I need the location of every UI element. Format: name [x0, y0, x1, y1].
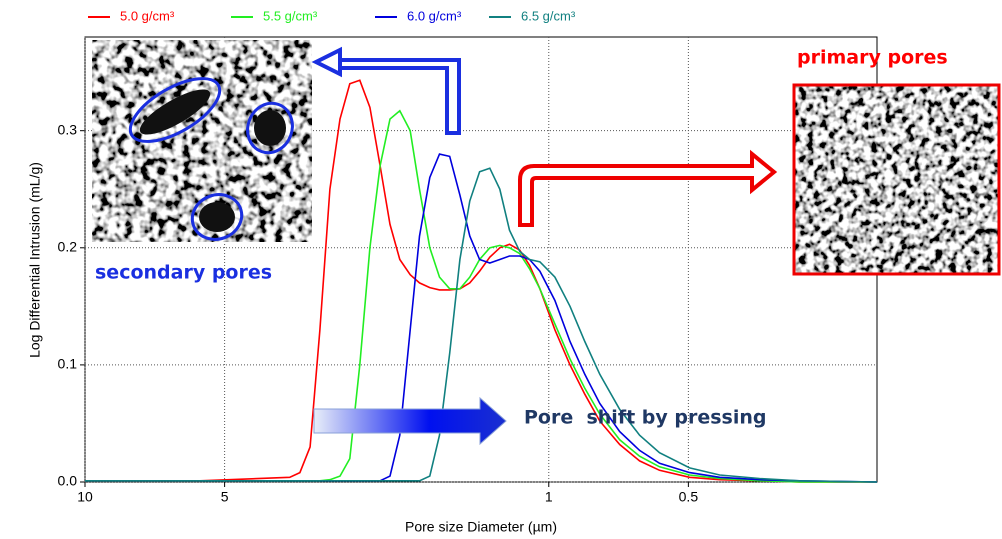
pore-circle	[128, 77, 222, 143]
x-axis-label: Pore size Diameter (µm)	[405, 519, 557, 535]
y-tick-label: 0.0	[58, 473, 78, 489]
legend-label: 5.0 g/cm³	[120, 8, 175, 23]
y-tick-label: 0.3	[58, 121, 78, 137]
shift-arrow	[313, 396, 507, 446]
y-tick-label: 0.2	[58, 238, 78, 254]
arrow-right	[518, 149, 778, 227]
pore-circle	[190, 193, 244, 241]
annotation: Pore shift by pressing	[524, 407, 767, 429]
x-tick-label: 10	[77, 489, 93, 505]
y-tick-label: 0.1	[58, 356, 78, 372]
series-line	[85, 79, 877, 483]
x-tick-label: 1	[545, 489, 553, 505]
pore-circle	[246, 101, 294, 155]
primary-pore-image	[792, 83, 1001, 276]
image-border	[792, 83, 1001, 276]
series-line	[85, 109, 877, 483]
annotation: primary pores	[797, 47, 948, 69]
legend: 5.0 g/cm³ 5.5 g/cm³ 6.0 g/cm³ 6.5 g/cm³	[88, 8, 576, 23]
x-tick-label: 5	[221, 489, 229, 505]
annotation: secondary pores	[95, 262, 272, 284]
legend-label: 5.5 g/cm³	[263, 8, 318, 23]
pore-blob	[199, 202, 235, 232]
legend-label: 6.5 g/cm³	[521, 8, 576, 23]
series-line	[85, 167, 878, 483]
x-tick-label: 0.5	[679, 489, 699, 505]
annotations: secondary pores primary pores Pore shift…	[92, 40, 1001, 446]
arrow-left	[311, 46, 461, 135]
pore-blob	[254, 110, 286, 146]
y-axis-label: Log Differential Intrusion (mL/g)	[27, 162, 43, 358]
pore-blob	[139, 89, 211, 135]
legend-label: 6.0 g/cm³	[407, 8, 462, 23]
